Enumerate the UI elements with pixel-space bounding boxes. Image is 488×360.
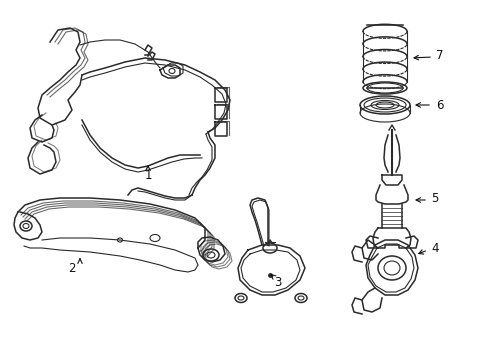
Text: 1: 1 bbox=[144, 168, 151, 181]
Text: 2: 2 bbox=[68, 261, 76, 275]
Text: 5: 5 bbox=[430, 192, 438, 204]
Text: 7: 7 bbox=[435, 49, 443, 62]
Text: 4: 4 bbox=[430, 242, 438, 255]
Text: 6: 6 bbox=[435, 99, 443, 112]
Text: 3: 3 bbox=[274, 275, 281, 288]
